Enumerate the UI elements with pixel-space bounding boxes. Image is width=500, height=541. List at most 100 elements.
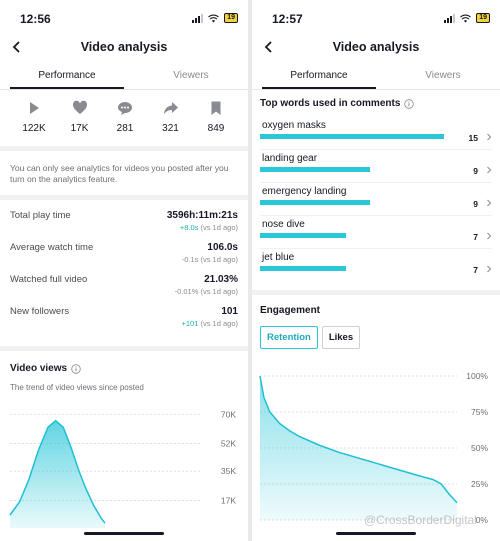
metric-value: 17K	[70, 123, 89, 134]
comment-icon	[118, 102, 132, 115]
tab-performance[interactable]: Performance	[262, 62, 376, 89]
divider	[0, 146, 248, 151]
video-views-chart: 70K 52K 35K 17K	[9, 409, 236, 528]
word-row[interactable]: landing gear 9	[252, 150, 500, 183]
metric-value: 321	[162, 123, 179, 134]
word-count: 9	[473, 166, 478, 176]
top-words-list: oxygen masks 15 landing gear 9 emergency…	[252, 117, 500, 282]
word-bar	[260, 233, 346, 238]
retention-area	[260, 376, 457, 520]
metric-value: 122K	[22, 123, 46, 134]
word-row[interactable]: emergency landing 9	[252, 183, 500, 216]
home-indicator	[84, 532, 164, 535]
chevron-right-icon	[487, 133, 492, 141]
tick-label: 17K	[221, 495, 236, 505]
stat-change: -0.01% (vs 1d ago)	[174, 287, 238, 296]
views-area	[10, 420, 105, 528]
stat-change: -0.1s (vs 1d ago)	[181, 255, 238, 264]
tab-bar: Performance Viewers	[252, 62, 500, 90]
word-label: jet blue	[262, 252, 295, 263]
tick-label: 0%	[476, 515, 489, 525]
stat-value: 106.0s	[207, 242, 238, 253]
status-time: 12:57	[272, 12, 303, 26]
tab-viewers[interactable]: Viewers	[173, 70, 209, 81]
metric-saves: 849	[196, 100, 236, 134]
tick-label: 50%	[471, 443, 488, 453]
stat-row: Total play time 3596h:11m:21s +8.0s (vs …	[10, 204, 238, 236]
word-row[interactable]: jet blue 7	[252, 249, 500, 282]
views-line	[9, 419, 106, 524]
word-bar	[260, 200, 371, 205]
stat-label: Total play time	[10, 210, 71, 221]
wifi-icon	[460, 14, 472, 23]
word-label: nose dive	[262, 219, 305, 230]
word-count: 9	[473, 199, 478, 209]
video-views-subtitle: The trend of video views since posted	[10, 383, 144, 392]
tick-label: 70K	[221, 409, 236, 419]
retention-button[interactable]: Retention	[260, 326, 318, 349]
word-label: emergency landing	[262, 186, 347, 197]
nav-bar: Video analysis	[252, 36, 500, 60]
retention-chart: 100% 75% 50% 25% 0%	[259, 371, 489, 525]
back-arrow-icon[interactable]	[10, 40, 24, 54]
stats-list: Total play time 3596h:11m:21s +8.0s (vs …	[0, 200, 248, 332]
stat-label: Watched full video	[10, 274, 88, 285]
nav-bar: Video analysis	[0, 36, 248, 60]
stat-value: 101	[221, 306, 238, 317]
section-title: Top words used in comments	[260, 98, 492, 109]
stat-row: New followers 101 +101 (vs 1d ago)	[10, 300, 238, 332]
word-row[interactable]: nose dive 7	[252, 216, 500, 249]
stat-row: Watched full video 21.03% -0.01% (vs 1d …	[10, 268, 238, 300]
tick-label: 52K	[221, 439, 236, 449]
metric-likes: 17K	[60, 100, 100, 134]
retention-line	[259, 375, 458, 504]
word-count: 15	[468, 133, 478, 143]
word-count: 7	[473, 232, 478, 242]
likes-button[interactable]: Likes	[321, 326, 361, 349]
word-count: 7	[473, 265, 478, 275]
tab-viewers[interactable]: Viewers	[425, 70, 461, 81]
back-arrow-icon[interactable]	[262, 40, 276, 54]
stat-value: 21.03%	[204, 274, 238, 285]
tick-label: 75%	[471, 407, 488, 417]
wifi-icon	[208, 14, 220, 23]
status-bar: 12:57 19	[252, 0, 500, 36]
stat-label: New followers	[10, 306, 70, 317]
word-row[interactable]: oxygen masks 15	[252, 117, 500, 150]
section-title: Video views	[10, 363, 238, 374]
divider	[0, 195, 248, 200]
status-icons: 19	[192, 13, 238, 23]
stat-label: Average watch time	[10, 242, 94, 253]
battery-icon: 19	[476, 13, 490, 23]
stat-change: +101 (vs 1d ago)	[181, 319, 238, 328]
metric-value: 849	[207, 123, 225, 134]
word-label: landing gear	[262, 153, 318, 164]
share-icon	[163, 102, 178, 114]
signal-icon	[192, 13, 204, 23]
engagement-toggle: Retention Likes	[252, 326, 500, 349]
info-icon[interactable]	[71, 363, 81, 374]
info-icon[interactable]	[404, 98, 415, 109]
chevron-right-icon	[487, 265, 492, 273]
right-screen: 12:57 19 Video analysis Performance View…	[252, 0, 500, 541]
left-screen: 12:56 19 Video analysis Performance View…	[0, 0, 248, 541]
word-bar	[260, 134, 444, 139]
metric-comments: 281	[105, 100, 145, 134]
video-views-title: Video views	[10, 363, 68, 374]
metric-views: 122K	[14, 100, 54, 134]
engagement-title: Engagement	[260, 305, 321, 316]
top-words-title: Top words used in comments	[260, 98, 401, 109]
heart-icon	[72, 100, 87, 114]
tab-performance[interactable]: Performance	[10, 62, 124, 89]
battery-icon: 19	[224, 13, 238, 23]
divider	[0, 346, 248, 351]
bookmark-icon	[211, 101, 221, 115]
play-icon	[30, 102, 39, 114]
section-title: Engagement	[260, 305, 492, 316]
word-bar	[260, 266, 346, 271]
tick-label: 100%	[466, 371, 488, 381]
tick-label: 35K	[221, 466, 236, 476]
chevron-right-icon	[487, 166, 492, 174]
watermark: @CrossBorderDigital	[364, 513, 477, 527]
status-bar: 12:56 19	[0, 0, 248, 36]
